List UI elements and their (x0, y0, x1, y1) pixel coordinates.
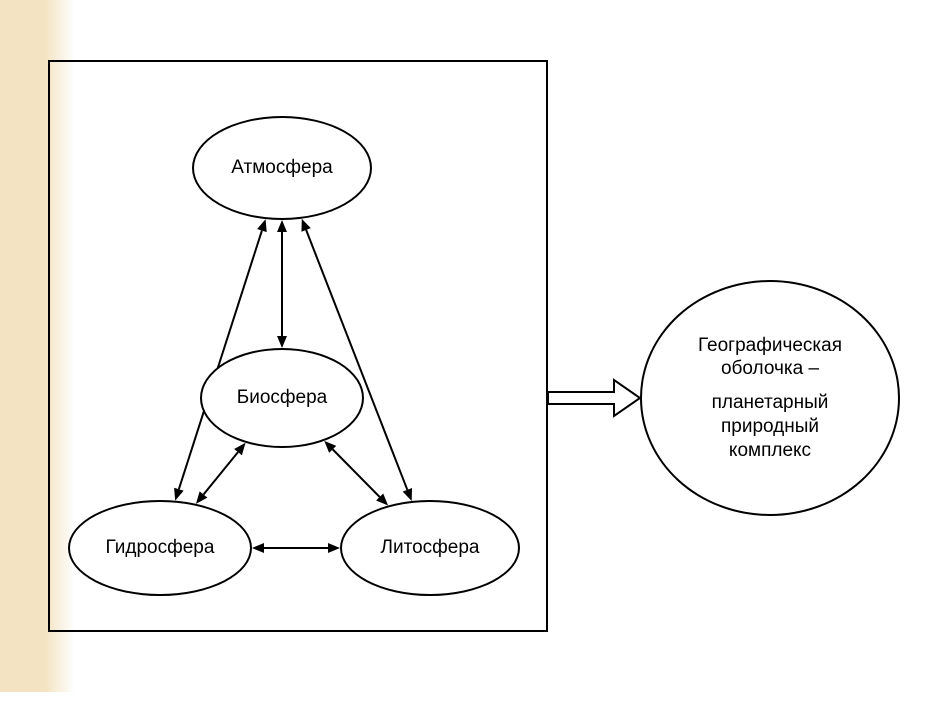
geoshell-line2: оболочка – (698, 357, 842, 381)
node-hydrosphere-label: Гидросфера (106, 536, 215, 560)
geoshell-line3 (698, 381, 842, 391)
node-geoshell: Географическая оболочка – планетарный пр… (640, 280, 900, 516)
geoshell-line4: планетарный (698, 391, 842, 415)
node-hydrosphere: Гидросфера (68, 500, 252, 596)
geoshell-line5: природный (698, 415, 842, 439)
node-lithosphere: Литосфера (340, 500, 520, 596)
node-biosphere-label: Биосфера (237, 386, 327, 410)
geoshell-line6: комплекс (698, 439, 842, 463)
node-lithosphere-label: Литосфера (381, 536, 480, 560)
node-biosphere: Биосфера (200, 348, 364, 448)
node-atmosphere-label: Атмосфера (231, 156, 332, 180)
geoshell-line1: Географическая (698, 334, 842, 358)
node-atmosphere: Атмосфера (192, 116, 372, 220)
node-geoshell-text: Географическая оболочка – планетарный пр… (698, 334, 842, 463)
